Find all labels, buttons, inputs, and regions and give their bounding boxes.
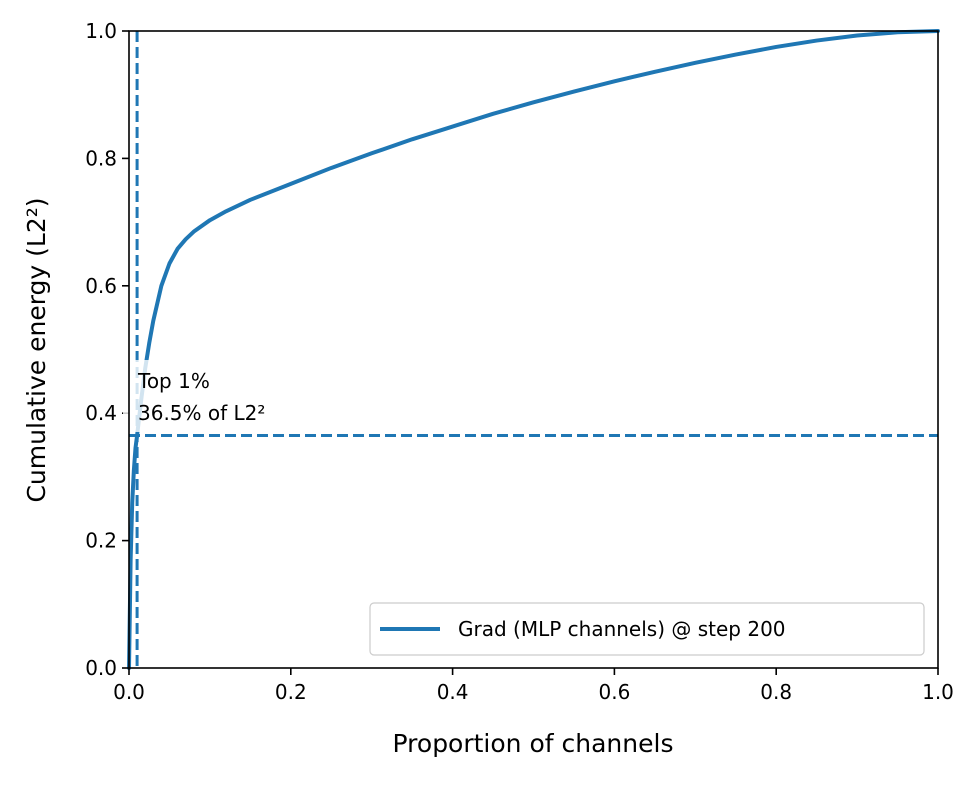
annotation-line-2: 36.5% of L2² [138,401,265,425]
x-axis-label: Proportion of channels [393,729,674,758]
y-tick-label: 1.0 [85,19,117,43]
x-tick-label: 0.0 [113,680,145,704]
annotation-line-1: Top 1% [137,369,210,393]
y-tick-label: 0.4 [85,401,117,425]
axis-ticks: 0.0 0.2 0.4 0.6 0.8 1.0 0.0 0.2 0.4 0.6 0.8 1.0 [85,19,954,704]
legend: Grad (MLP channels) @ step 200 [369,602,925,656]
y-tick-label: 0.2 [85,529,117,553]
legend-label: Grad (MLP channels) @ step 200 [458,617,786,641]
top-percent-annotation: Top 1% 36.5% of L2² [123,360,328,432]
y-axis-label: Cumulative energy (L2²) [22,197,51,502]
x-tick-label: 0.6 [598,680,630,704]
x-tick-label: 0.4 [437,680,469,704]
x-tick-label: 0.2 [275,680,307,704]
annotation-background [123,360,328,432]
x-tick-label: 1.0 [922,680,954,704]
legend-box [369,602,925,656]
y-tick-label: 0.6 [85,274,117,298]
y-tick-label: 0.0 [85,656,117,680]
x-tick-label: 0.8 [760,680,792,704]
axes-frame [128,30,939,669]
y-tick-label: 0.8 [85,146,117,170]
